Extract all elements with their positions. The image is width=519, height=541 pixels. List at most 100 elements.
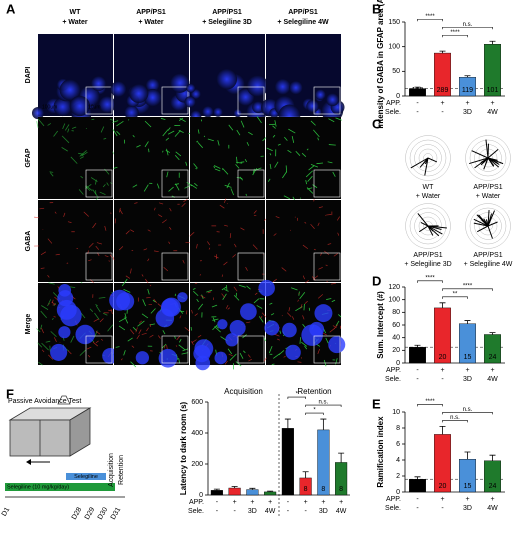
nucleus bbox=[275, 79, 291, 95]
condition: - bbox=[416, 505, 419, 512]
drug-label: Selegiline (10 mg/kg/day) bbox=[7, 484, 69, 490]
nucleus bbox=[129, 84, 148, 103]
nucleus bbox=[60, 305, 82, 327]
bar bbox=[211, 490, 223, 495]
nucleus bbox=[177, 292, 187, 302]
condition: - bbox=[287, 499, 290, 506]
nucleus bbox=[202, 106, 213, 117]
condition: + bbox=[250, 499, 254, 506]
micrograph bbox=[266, 117, 341, 199]
y-axis-label: Latency to dark room (s) bbox=[179, 401, 188, 495]
condition: + bbox=[440, 367, 444, 374]
fiber bbox=[34, 217, 39, 218]
fiber bbox=[37, 121, 38, 128]
row-label: GABA bbox=[25, 231, 32, 252]
condition: - bbox=[441, 376, 444, 383]
error-bar bbox=[465, 76, 471, 77]
tracing-label: APP/PS1 bbox=[473, 184, 502, 191]
nucleus bbox=[75, 325, 94, 344]
nucleus bbox=[70, 96, 90, 116]
significance-label: **** bbox=[425, 14, 435, 20]
condition-label: Sele. bbox=[385, 505, 401, 512]
condition: + bbox=[490, 100, 494, 107]
n-label: 15 bbox=[464, 354, 472, 361]
condition: - bbox=[416, 109, 419, 116]
y-axis-label: Ramification index bbox=[376, 416, 385, 488]
nucleus bbox=[314, 304, 332, 322]
y-tick-label: 6 bbox=[396, 441, 400, 448]
fiber bbox=[148, 149, 149, 153]
scale-bar: 10um bbox=[88, 104, 101, 110]
column-header: + Selegiline 3D bbox=[202, 19, 252, 26]
fiber bbox=[109, 260, 110, 261]
y-tick-label: 200 bbox=[191, 461, 203, 468]
tracing-label: + Selegiline 4W bbox=[464, 261, 513, 268]
nucleus bbox=[326, 93, 339, 106]
condition: + bbox=[490, 496, 494, 503]
test-title: Passive Avoidance Test bbox=[8, 398, 81, 405]
condition: + bbox=[339, 499, 343, 506]
nucleus bbox=[225, 333, 238, 346]
condition: + bbox=[465, 496, 469, 503]
nucleus bbox=[217, 319, 227, 329]
phase-label: Acquisition bbox=[108, 453, 115, 487]
y-tick-label: 4 bbox=[396, 457, 400, 464]
condition: 3D bbox=[248, 508, 257, 515]
micrograph bbox=[38, 117, 113, 199]
n-label: 289 bbox=[437, 87, 449, 94]
y-tick-label: 80 bbox=[392, 309, 400, 316]
day-label: D1 bbox=[1, 506, 12, 517]
scale-bar: 100um bbox=[42, 104, 57, 110]
n-label: 15 bbox=[464, 483, 472, 490]
nucleus bbox=[247, 75, 269, 97]
condition-label: APP. bbox=[189, 499, 204, 506]
error-bar bbox=[490, 455, 496, 461]
condition-label: APP. bbox=[386, 100, 401, 107]
error-bar bbox=[465, 452, 471, 459]
micrograph bbox=[38, 200, 113, 282]
condition: - bbox=[304, 508, 307, 515]
micrograph bbox=[266, 200, 341, 282]
y-tick-label: 10 bbox=[392, 409, 400, 416]
y-tick-label: 100 bbox=[388, 297, 400, 304]
day-label: D28 bbox=[71, 506, 84, 521]
nucleus bbox=[328, 336, 345, 353]
column-header: + Selegiline 4W bbox=[277, 19, 329, 26]
y-tick-label: 20 bbox=[392, 347, 400, 354]
y-tick-label: 8 bbox=[396, 425, 400, 432]
error-bar bbox=[232, 486, 238, 488]
significance-label: n.s. bbox=[463, 407, 473, 413]
n-label: 8 bbox=[304, 486, 308, 493]
day-label: D31 bbox=[110, 506, 123, 521]
error-bar bbox=[415, 345, 421, 347]
condition: 4W bbox=[265, 508, 276, 515]
bar bbox=[247, 490, 259, 495]
nucleus bbox=[110, 81, 126, 97]
nucleus bbox=[306, 100, 319, 113]
bar bbox=[264, 492, 276, 495]
nucleus bbox=[285, 345, 300, 360]
nucleus bbox=[258, 280, 274, 296]
bar bbox=[229, 488, 241, 495]
condition-label: Sele. bbox=[188, 508, 204, 515]
micrograph bbox=[190, 200, 265, 282]
fiber bbox=[113, 257, 114, 260]
y-tick-label: 600 bbox=[191, 399, 203, 406]
error-bar bbox=[415, 477, 421, 479]
y-tick-label: 50 bbox=[392, 68, 400, 75]
condition: + bbox=[440, 100, 444, 107]
significance-label: **** bbox=[425, 275, 435, 281]
nucleus bbox=[136, 351, 149, 364]
y-axis-label: Sum. Intercept (#) bbox=[376, 291, 385, 359]
n-label: 119 bbox=[462, 87, 473, 94]
condition: - bbox=[233, 508, 236, 515]
condition: - bbox=[416, 367, 419, 374]
error-bar bbox=[440, 426, 446, 434]
nucleus bbox=[264, 321, 279, 336]
significance-label: * bbox=[313, 408, 316, 414]
phase-label: Retention bbox=[118, 455, 125, 485]
n-label: 15 bbox=[414, 483, 422, 490]
condition: - bbox=[287, 508, 290, 515]
nucleus bbox=[194, 339, 213, 358]
